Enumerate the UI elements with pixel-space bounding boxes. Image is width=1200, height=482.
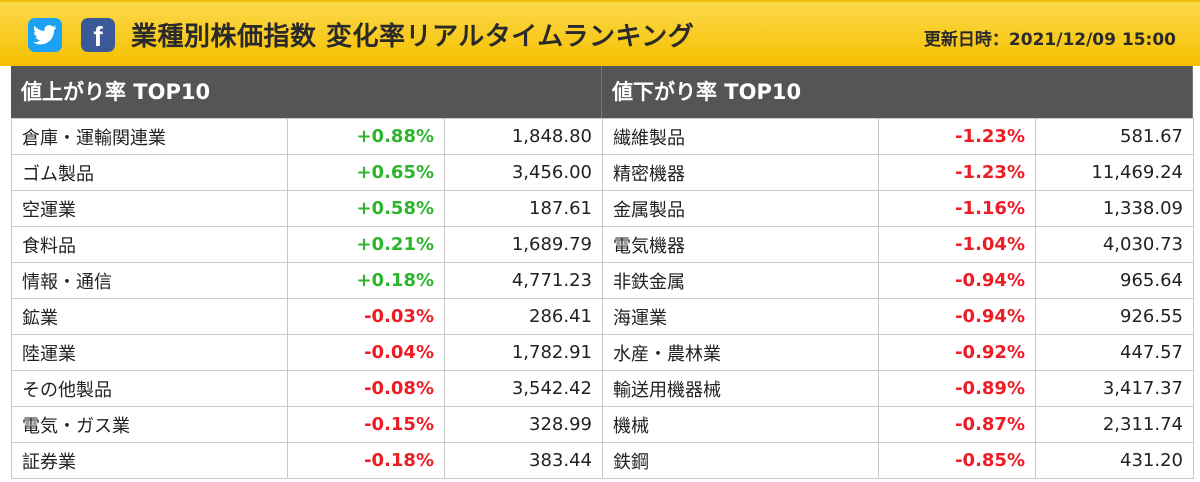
change-rate: -0.92% bbox=[878, 334, 1036, 371]
losers-panel: 値下がり率 TOP10 繊維製品 -1.23% 581.67 精密機器 -1.23% 11… bbox=[602, 66, 1194, 479]
sector-name: 空運業 bbox=[11, 190, 288, 227]
sector-name: 陸運業 bbox=[11, 334, 288, 371]
index-value: 1,338.09 bbox=[1035, 190, 1194, 227]
index-value: 4,030.73 bbox=[1035, 226, 1194, 263]
page-title: 業種別株価指数 変化率リアルタイムランキング bbox=[131, 22, 695, 52]
change-rate: +0.58% bbox=[287, 190, 445, 227]
change-rate: +0.65% bbox=[287, 154, 445, 191]
index-value: 447.57 bbox=[1035, 334, 1194, 371]
change-rate: -0.89% bbox=[878, 370, 1036, 407]
index-value: 187.61 bbox=[444, 190, 603, 227]
index-value: 286.41 bbox=[444, 298, 603, 335]
losers-heading: 値下がり率 TOP10 bbox=[602, 66, 1193, 118]
twitter-bird-icon bbox=[33, 25, 57, 45]
change-rate: -0.18% bbox=[287, 442, 445, 479]
sector-name: 輸送用機器械 bbox=[602, 370, 879, 407]
sector-name: 繊維製品 bbox=[602, 118, 879, 155]
change-rate: +0.21% bbox=[287, 226, 445, 263]
facebook-f-icon: f bbox=[93, 21, 103, 52]
index-value: 965.64 bbox=[1035, 262, 1194, 299]
change-rate: -0.15% bbox=[287, 406, 445, 443]
gainers-table: 倉庫・運輸関連業 +0.88% 1,848.80 ゴム製品 +0.65% 3,456.00… bbox=[11, 118, 603, 479]
sector-name: ゴム製品 bbox=[11, 154, 288, 191]
table-row: ゴム製品 +0.65% 3,456.00 bbox=[11, 154, 603, 191]
sector-name: 鉄鋼 bbox=[602, 442, 879, 479]
table-row: 非鉄金属 -0.94% 965.64 bbox=[602, 262, 1194, 299]
table-row: 繊維製品 -1.23% 581.67 bbox=[602, 118, 1194, 155]
table-row: 電気・ガス業 -0.15% 328.99 bbox=[11, 406, 603, 443]
change-rate: -0.94% bbox=[878, 262, 1036, 299]
sector-name: 証券業 bbox=[11, 442, 288, 479]
losers-table: 繊維製品 -1.23% 581.67 精密機器 -1.23% 11,469.24 金属製品 -… bbox=[602, 118, 1194, 479]
sector-name: 非鉄金属 bbox=[602, 262, 879, 299]
change-rate: -0.08% bbox=[287, 370, 445, 407]
table-row: 空運業 +0.58% 187.61 bbox=[11, 190, 603, 227]
gainers-heading: 値上がり率 TOP10 bbox=[11, 66, 602, 118]
change-rate: -0.87% bbox=[878, 406, 1036, 443]
sector-name: 海運業 bbox=[602, 298, 879, 335]
table-row: 倉庫・運輸関連業 +0.88% 1,848.80 bbox=[11, 118, 603, 155]
table-row: 鉄鋼 -0.85% 431.20 bbox=[602, 442, 1194, 479]
sector-name: その他製品 bbox=[11, 370, 288, 407]
sector-name: 精密機器 bbox=[602, 154, 879, 191]
table-row: その他製品 -0.08% 3,542.42 bbox=[11, 370, 603, 407]
facebook-share-button[interactable]: f bbox=[81, 18, 115, 52]
index-value: 1,848.80 bbox=[444, 118, 603, 155]
table-row: 証券業 -0.18% 383.44 bbox=[11, 442, 603, 479]
index-value: 328.99 bbox=[444, 406, 603, 443]
change-rate: -1.04% bbox=[878, 226, 1036, 263]
twitter-share-button[interactable] bbox=[28, 18, 62, 52]
index-value: 383.44 bbox=[444, 442, 603, 479]
change-rate: -1.23% bbox=[878, 154, 1036, 191]
index-value: 11,469.24 bbox=[1035, 154, 1194, 191]
table-row: 精密機器 -1.23% 11,469.24 bbox=[602, 154, 1194, 191]
sector-name: 電気機器 bbox=[602, 226, 879, 263]
change-rate: -0.04% bbox=[287, 334, 445, 371]
change-rate: -1.23% bbox=[878, 118, 1036, 155]
sector-name: 金属製品 bbox=[602, 190, 879, 227]
index-value: 4,771.23 bbox=[444, 262, 603, 299]
sector-name: 電気・ガス業 bbox=[11, 406, 288, 443]
index-value: 3,456.00 bbox=[444, 154, 603, 191]
table-row: 情報・通信 +0.18% 4,771.23 bbox=[11, 262, 603, 299]
sector-name: 機械 bbox=[602, 406, 879, 443]
table-row: 金属製品 -1.16% 1,338.09 bbox=[602, 190, 1194, 227]
table-row: 陸運業 -0.04% 1,782.91 bbox=[11, 334, 603, 371]
index-value: 1,689.79 bbox=[444, 226, 603, 263]
change-rate: -0.94% bbox=[878, 298, 1036, 335]
change-rate: -0.03% bbox=[287, 298, 445, 335]
index-value: 926.55 bbox=[1035, 298, 1194, 335]
table-row: 電気機器 -1.04% 4,030.73 bbox=[602, 226, 1194, 263]
sector-name: 倉庫・運輸関連業 bbox=[11, 118, 288, 155]
table-row: 鉱業 -0.03% 286.41 bbox=[11, 298, 603, 335]
header-banner: f 業種別株価指数 変化率リアルタイムランキング 更新日時：2021/12/09… bbox=[0, 0, 1200, 66]
index-value: 581.67 bbox=[1035, 118, 1194, 155]
change-rate: -0.85% bbox=[878, 442, 1036, 479]
index-value: 3,417.37 bbox=[1035, 370, 1194, 407]
index-value: 3,542.42 bbox=[444, 370, 603, 407]
table-row: 水産・農林業 -0.92% 447.57 bbox=[602, 334, 1194, 371]
change-rate: +0.18% bbox=[287, 262, 445, 299]
updated-timestamp: 更新日時：2021/12/09 15:00 bbox=[923, 30, 1176, 50]
table-row: 食料品 +0.21% 1,689.79 bbox=[11, 226, 603, 263]
table-row: 海運業 -0.94% 926.55 bbox=[602, 298, 1194, 335]
sector-name: 鉱業 bbox=[11, 298, 288, 335]
index-value: 2,311.74 bbox=[1035, 406, 1194, 443]
sector-name: 水産・農林業 bbox=[602, 334, 879, 371]
index-value: 431.20 bbox=[1035, 442, 1194, 479]
table-row: 機械 -0.87% 2,311.74 bbox=[602, 406, 1194, 443]
gainers-panel: 値上がり率 TOP10 倉庫・運輸関連業 +0.88% 1,848.80 ゴム製品 +0… bbox=[11, 66, 603, 479]
sector-name: 情報・通信 bbox=[11, 262, 288, 299]
table-row: 輸送用機器械 -0.89% 3,417.37 bbox=[602, 370, 1194, 407]
sector-name: 食料品 bbox=[11, 226, 288, 263]
change-rate: -1.16% bbox=[878, 190, 1036, 227]
change-rate: +0.88% bbox=[287, 118, 445, 155]
index-value: 1,782.91 bbox=[444, 334, 603, 371]
